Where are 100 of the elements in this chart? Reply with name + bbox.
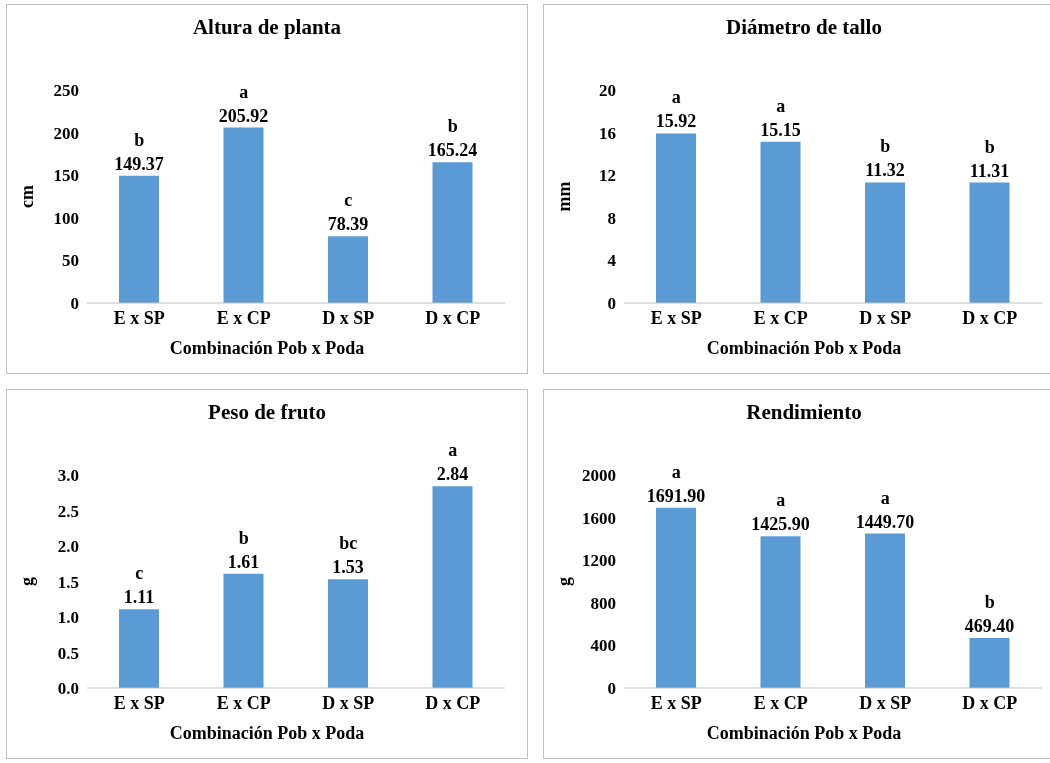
annotation: b [984,136,995,157]
x-tick-label: D x SP [322,307,375,328]
x-axis-title: Combinación Pob x Poda [168,338,366,359]
y-tick-label: 1200 [582,551,616,571]
y-tick-label: 2000 [582,466,616,486]
y-tick-label: 2.5 [57,501,79,521]
data-label: 1691.90 [646,485,706,506]
data-label: 1.53 [332,557,364,578]
chart-title: Diámetro de tallo [725,15,883,40]
data-label: 11.32 [865,160,905,181]
annotation: c [135,563,144,584]
x-tick-label: E x CP [753,307,808,328]
x-tick-label: D x SP [859,692,912,713]
data-label: 1.61 [227,551,260,572]
y-tick-label: 0 [607,679,616,699]
y-tick-label: 1.5 [57,572,79,592]
bar [328,236,368,303]
y-tick-label: 0.0 [57,679,79,699]
y-tick-label: 800 [590,593,616,613]
data-label: 1425.90 [751,514,810,535]
data-label: 165.24 [427,140,478,161]
data-label: 1.11 [123,587,155,608]
x-tick-label: E x CP [216,307,271,328]
bar [223,127,264,303]
annotation: c [344,190,353,211]
y-axis-title: g [554,577,575,586]
y-tick-label: 200 [53,123,79,143]
chart-title: Peso de fruto [207,400,327,425]
annotation: a [671,461,681,482]
bar [865,182,905,303]
bar [656,507,696,688]
y-axis-title: cm [17,185,38,208]
y-tick-label: 8 [607,208,616,228]
y-tick-label: 250 [53,81,79,101]
annotation: a [671,87,681,108]
y-tick-label: 20 [599,81,616,101]
data-label: 149.37 [114,153,164,174]
x-tick-label: D x CP [962,692,1018,713]
x-tick-label: E x SP [113,692,165,713]
x-tick-label: D x CP [425,692,481,713]
x-tick-label: E x SP [650,307,702,328]
y-axis-title: g [17,577,38,586]
data-label: 469.40 [964,616,1015,637]
y-axis-title: mm [554,181,575,212]
annotation: a [239,81,249,102]
bar [328,579,368,688]
data-label: 1449.70 [855,511,915,532]
annotation: b [238,527,249,548]
y-tick-label: 1.0 [57,608,79,628]
x-axis-title: Combinación Pob x Poda [168,723,366,744]
y-tick-label: 0 [607,294,616,314]
y-tick-label: 16 [599,123,616,143]
x-tick-label: D x CP [425,307,481,328]
x-tick-label: D x CP [962,307,1018,328]
bar [223,573,264,688]
data-label: 11.31 [969,160,1010,181]
chart-title: Rendimiento [745,400,863,425]
bar [760,536,801,688]
chart-title: Altura de planta [191,15,343,40]
data-label: 15.15 [760,119,801,140]
y-tick-label: 400 [590,636,616,656]
x-tick-label: E x CP [753,692,808,713]
annotation: b [984,592,995,613]
bar [432,486,473,688]
y-tick-label: 50 [62,251,79,271]
x-tick-label: D x SP [322,692,375,713]
y-tick-label: 1600 [582,508,616,528]
bar [119,609,159,688]
data-label: 15.92 [655,111,697,132]
bar [969,638,1010,688]
bar [760,141,801,303]
annotation: b [134,129,145,150]
y-tick-label: 0.5 [57,643,79,663]
y-tick-label: 0 [70,294,79,314]
data-label: 2.84 [436,464,469,485]
x-tick-label: E x CP [216,692,271,713]
data-label: 78.39 [327,214,369,235]
annotation: bc [339,533,358,554]
annotation: b [447,116,458,137]
annotation: b [880,136,891,157]
bar [432,162,473,303]
y-tick-label: 100 [53,208,79,228]
y-tick-label: 4 [607,251,617,271]
annotation: a [448,440,458,461]
annotation: a [776,95,786,116]
x-tick-label: D x SP [859,307,912,328]
x-tick-label: E x SP [650,692,702,713]
bar [969,182,1010,303]
y-tick-label: 12 [599,166,616,186]
data-label: 205.92 [218,105,269,126]
x-axis-title: Combinación Pob x Poda [705,723,903,744]
annotation: a [880,487,890,508]
bar [119,175,159,303]
y-tick-label: 150 [53,166,79,186]
annotation: a [776,490,786,511]
bar [656,133,696,303]
y-tick-label: 3.0 [57,466,79,486]
y-tick-label: 2.0 [57,537,79,557]
x-tick-label: E x SP [113,307,165,328]
bar [865,533,905,688]
